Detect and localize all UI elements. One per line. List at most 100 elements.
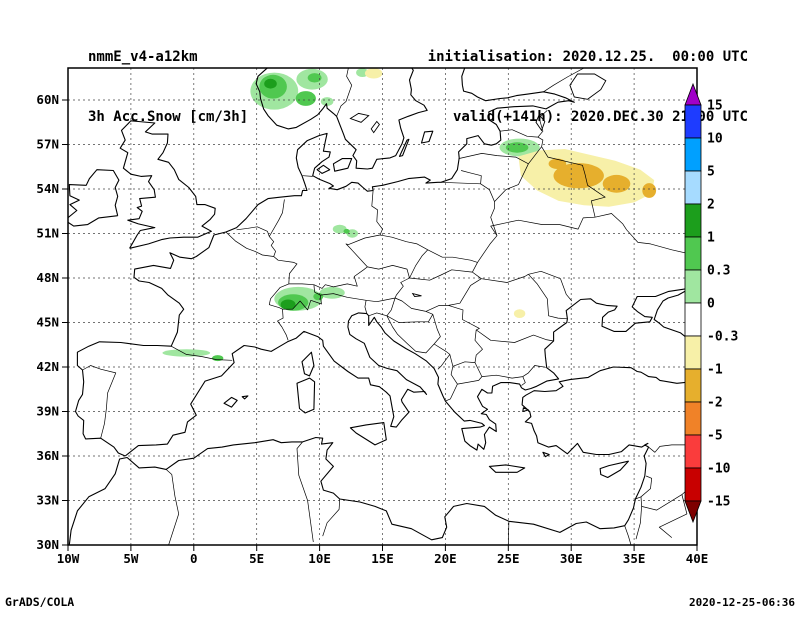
snow-patch <box>553 163 604 189</box>
lat-tick-label: 33N <box>36 493 59 508</box>
border-path <box>165 469 180 545</box>
island-path <box>522 407 529 413</box>
border-path <box>366 277 410 303</box>
colorbar-arrow-top <box>684 82 702 106</box>
border-path <box>82 365 117 439</box>
border-path <box>458 153 529 165</box>
border-path <box>386 315 417 352</box>
border-path <box>457 376 483 385</box>
island-path <box>332 158 353 172</box>
lake-path <box>569 73 607 100</box>
border-path <box>440 181 481 185</box>
lat-tick-label: 36N <box>36 448 59 463</box>
coastline-path <box>119 120 216 249</box>
colorbar-segment <box>684 335 702 370</box>
border-path <box>452 361 476 367</box>
border-path <box>537 110 548 138</box>
colorbar-label: 10 <box>707 132 723 147</box>
lon-tick-label: 5E <box>249 551 264 566</box>
lon-tick-label: 5W <box>123 551 139 566</box>
border-path <box>640 475 653 498</box>
snow-patch <box>548 158 567 169</box>
border-path <box>445 383 458 402</box>
colorbar-label: 15 <box>707 99 723 114</box>
border-path <box>302 175 313 177</box>
lake-path <box>349 112 370 123</box>
lon-tick-label: 20E <box>434 551 457 566</box>
axis-ticks <box>62 99 698 551</box>
snow-patch <box>602 174 631 193</box>
plot-header-right: initialisation: 2020.12.25. 00:00 UTC va… <box>428 7 748 147</box>
border-path <box>481 374 523 379</box>
lon-tick-label: 10W <box>57 551 80 566</box>
lon-tick-label: 10E <box>308 551 331 566</box>
lon-tick-label: 30E <box>560 551 583 566</box>
snow-patch <box>162 349 211 357</box>
border-path <box>500 129 538 138</box>
island-path <box>599 460 629 479</box>
island-path <box>241 395 249 400</box>
lon-tick-label: 25E <box>497 551 520 566</box>
border-path <box>474 362 483 377</box>
border-path <box>427 249 478 263</box>
coastline-path <box>74 68 575 457</box>
island-path <box>488 464 526 473</box>
island-path <box>542 451 550 458</box>
colorbar-label: -0.3 <box>707 330 738 345</box>
country-borders <box>82 68 697 545</box>
creation-timestamp: 2020-12-25-06:36 <box>689 596 795 609</box>
lake-path <box>535 113 546 132</box>
border-path <box>433 343 454 367</box>
colorbar-segment <box>684 269 702 304</box>
colorbar-label: -10 <box>707 462 731 477</box>
border-path <box>313 284 367 301</box>
colorbar-segment <box>684 104 702 139</box>
border-path <box>394 297 426 312</box>
lat-tick-label: 39N <box>36 404 59 419</box>
snow-patch <box>295 91 316 106</box>
colorbar-label: -1 <box>707 363 723 378</box>
border-path <box>379 234 428 251</box>
colorbar-label: 2 <box>707 198 715 213</box>
snow-patch <box>332 224 347 234</box>
colorbar-label: 1 <box>707 231 715 246</box>
island-path <box>296 377 316 414</box>
border-path <box>437 354 451 370</box>
lake-path <box>370 120 380 134</box>
border-path <box>448 278 482 306</box>
grads-credit: GrADS/COLA <box>5 595 75 609</box>
border-path <box>345 234 381 268</box>
border-path <box>269 236 276 257</box>
border-path <box>481 273 529 283</box>
border-path <box>624 525 632 545</box>
coastline-path <box>68 169 120 227</box>
border-path <box>541 146 606 218</box>
island-path <box>398 138 410 157</box>
border-path <box>409 269 473 281</box>
border-path <box>494 163 529 202</box>
snow-patch <box>280 299 296 310</box>
colorbar-segment <box>684 302 702 337</box>
border-path <box>450 366 458 385</box>
lat-tick-label: 45N <box>36 315 59 330</box>
model-name: nmmE_v4-a12km <box>88 49 198 65</box>
border-path <box>543 68 585 93</box>
coastline-path <box>124 288 697 457</box>
border-path <box>282 295 322 311</box>
border-path <box>480 183 495 202</box>
valid-time: valid(+141h): 2020.DEC.30 21:00 UTC <box>452 109 748 125</box>
lon-tick-label: 40E <box>686 551 709 566</box>
snow-patch <box>212 355 224 362</box>
border-path <box>336 68 353 117</box>
border-path <box>425 305 449 312</box>
snow-patch <box>320 97 334 106</box>
colorbar-label: -15 <box>707 495 730 510</box>
colorbar-segment <box>684 467 702 502</box>
init-time: initialisation: 2020.12.25. 00:00 UTC <box>427 49 748 65</box>
border-path <box>490 201 498 236</box>
border-path <box>472 271 482 279</box>
lat-axis-labels: 30N 33N 36N 39N 42N 45N 48N 51N 54N 57N 60N <box>36 92 59 552</box>
border-path <box>371 190 383 236</box>
border-path <box>461 170 482 184</box>
